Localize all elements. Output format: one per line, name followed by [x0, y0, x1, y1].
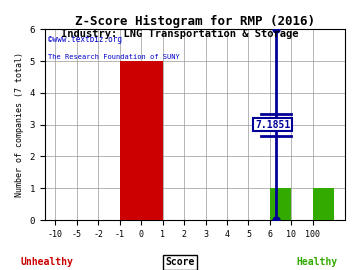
Text: Unhealthy: Unhealthy [21, 257, 73, 267]
Bar [313, 188, 334, 220]
Bar [270, 188, 291, 220]
Text: ©www.textbiz.org: ©www.textbiz.org [48, 35, 122, 44]
Text: 7.1851: 7.1851 [255, 120, 290, 130]
Title: Z-Score Histogram for RMP (2016): Z-Score Histogram for RMP (2016) [75, 15, 315, 28]
Text: Healthy: Healthy [296, 257, 337, 267]
Bar [120, 61, 163, 220]
Text: Industry: LNG Transportation & Storage: Industry: LNG Transportation & Storage [61, 29, 299, 39]
Text: Score: Score [165, 257, 195, 267]
Text: The Research Foundation of SUNY: The Research Foundation of SUNY [48, 54, 179, 60]
Y-axis label: Number of companies (7 total): Number of companies (7 total) [15, 52, 24, 197]
